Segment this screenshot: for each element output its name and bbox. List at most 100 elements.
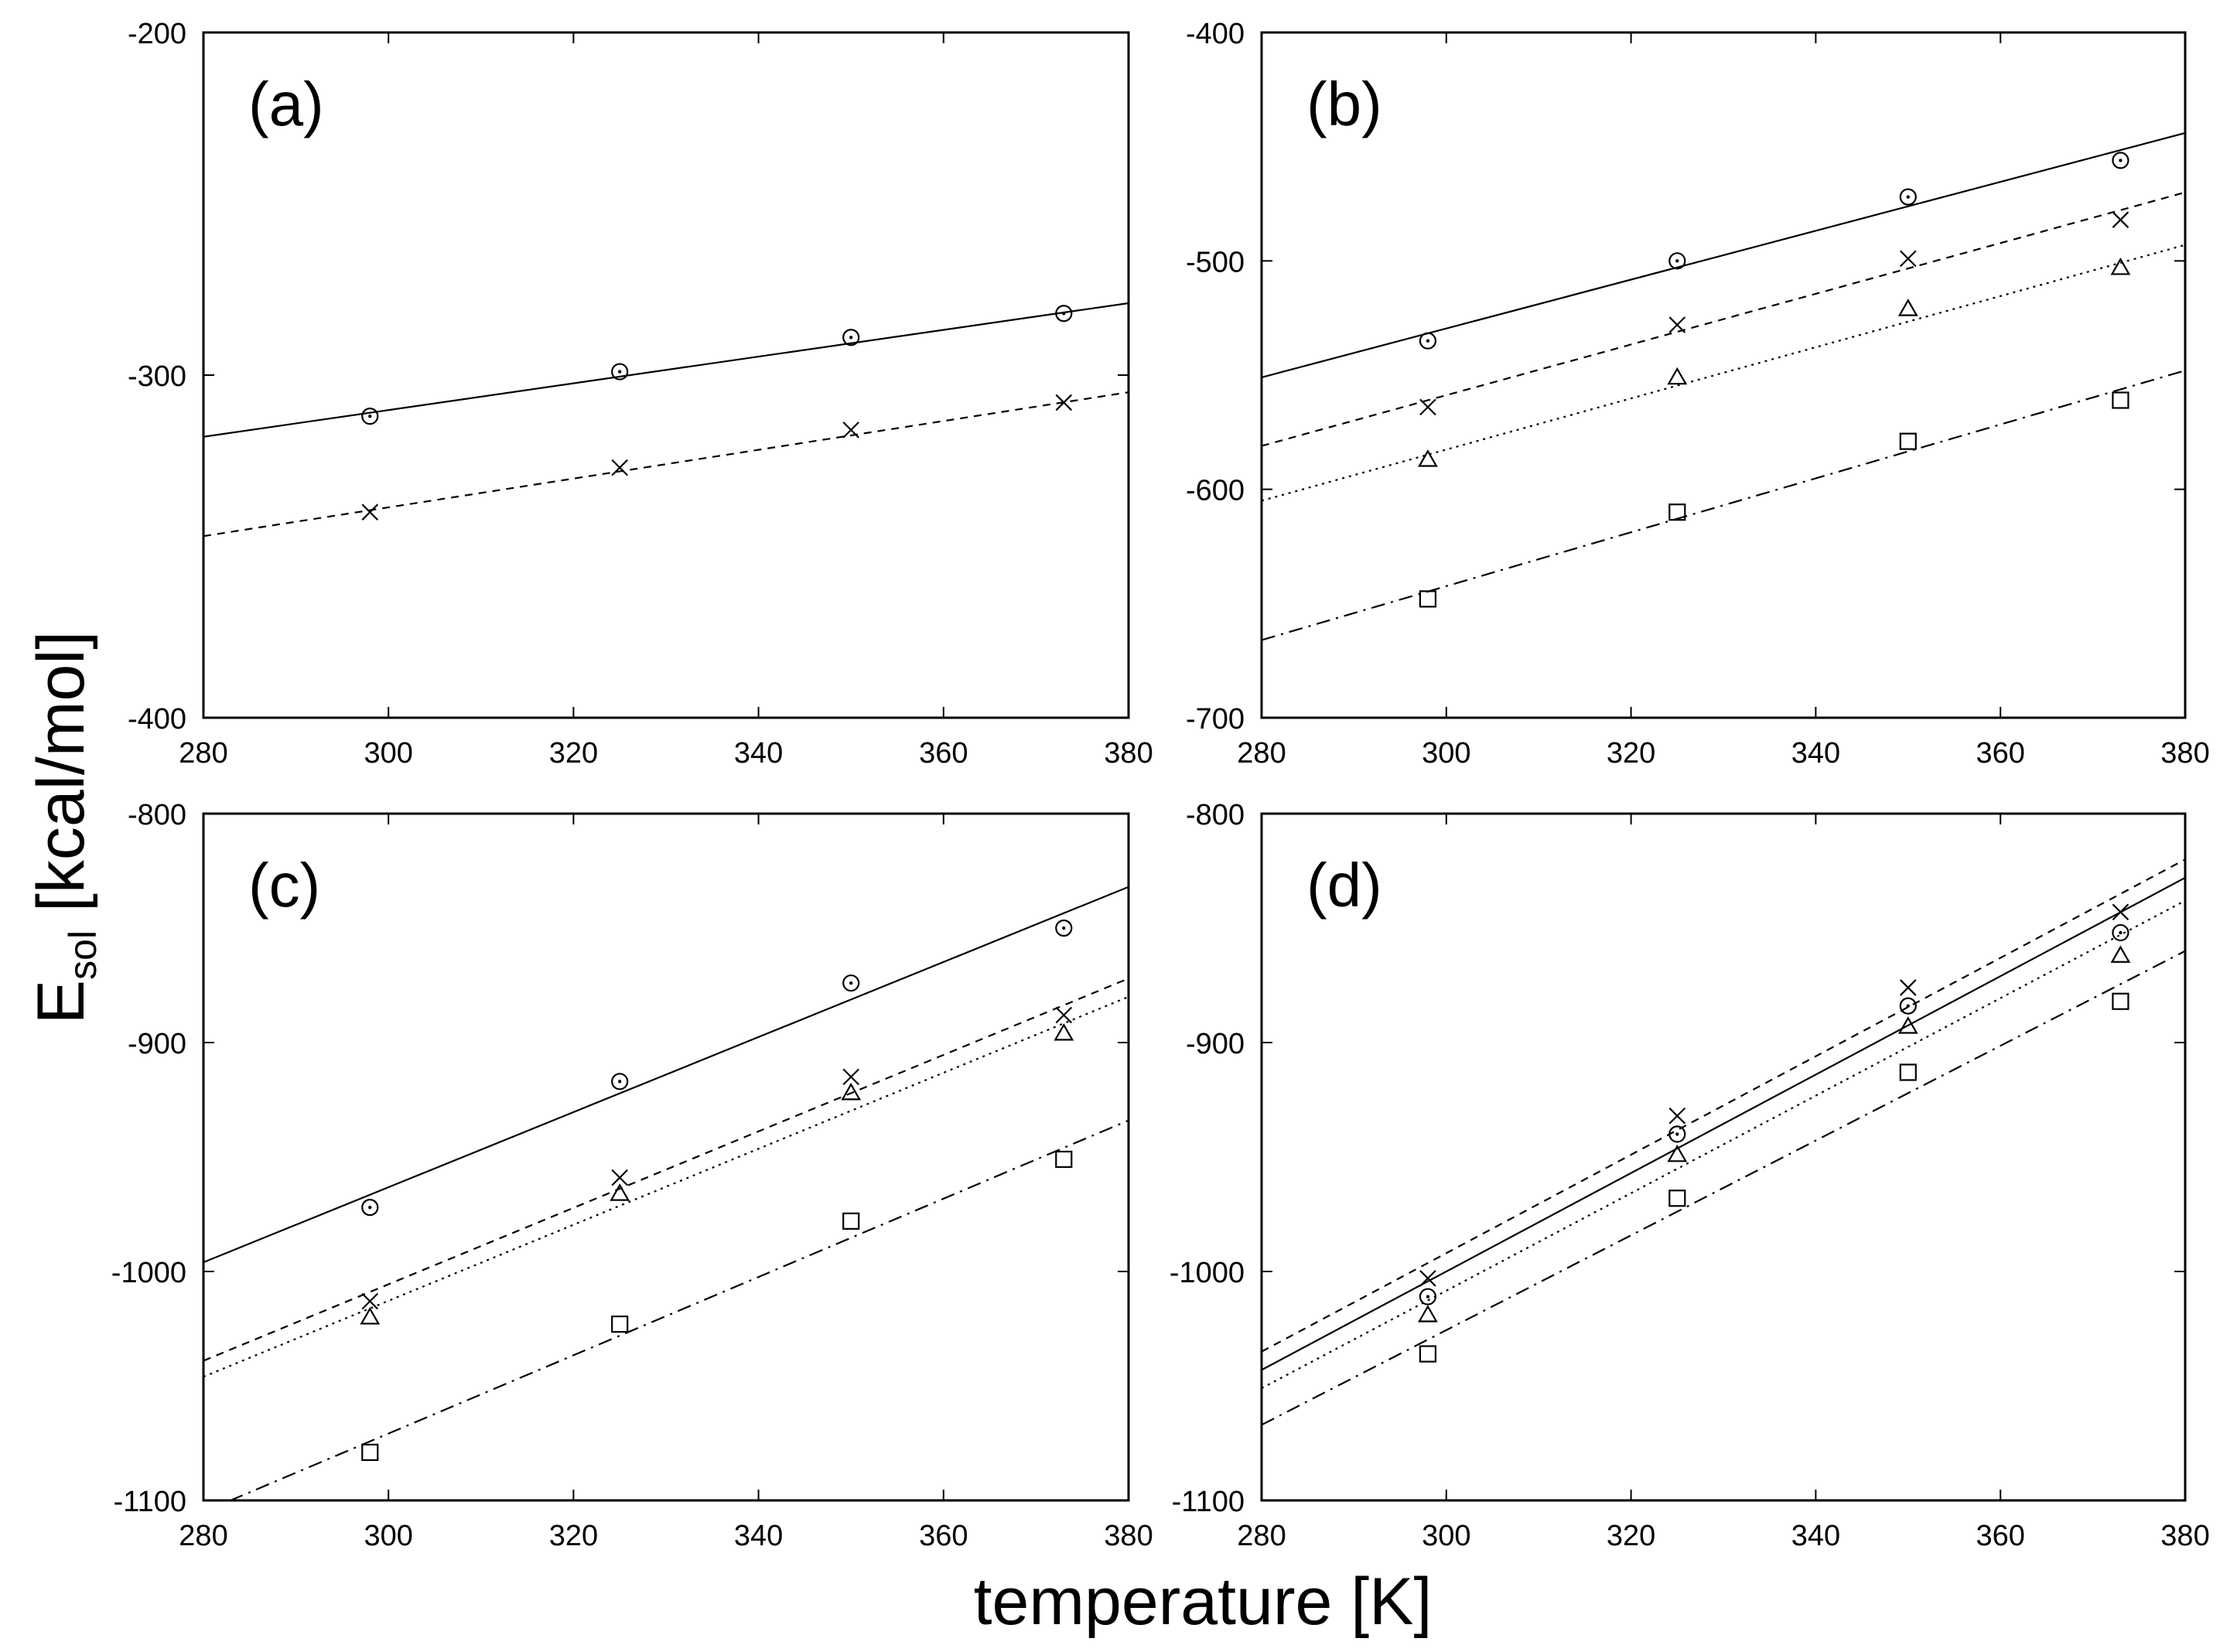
marker-square bbox=[1055, 1150, 1073, 1169]
marker-circle-dot bbox=[368, 1205, 372, 1210]
marker-triangle bbox=[1054, 1022, 1074, 1041]
x-tick-label: 340 bbox=[1791, 737, 1840, 770]
y-axis-title: Esol [kcal/mol] bbox=[24, 631, 104, 1024]
marker-circle bbox=[361, 1199, 379, 1217]
marker-circle-dot bbox=[1426, 339, 1430, 343]
y-tick-label: -1000 bbox=[1170, 1257, 1245, 1289]
series-line-solid bbox=[203, 886, 1129, 1264]
series-line-dotted bbox=[203, 995, 1129, 1378]
y-tick-label: -300 bbox=[128, 360, 186, 393]
marker-square bbox=[1419, 1345, 1437, 1363]
marker-circle-dot bbox=[1062, 312, 1066, 316]
marker-square bbox=[842, 1212, 860, 1230]
marker-circle bbox=[1668, 252, 1686, 270]
marker-square bbox=[611, 1315, 629, 1333]
x-axis-title: temperature [K] bbox=[974, 1565, 1433, 1639]
marker-circle-dot bbox=[1062, 926, 1066, 930]
plot-frame bbox=[202, 31, 1130, 719]
series-line-solid bbox=[1262, 131, 2185, 379]
marker-square bbox=[361, 1443, 379, 1461]
y-tick-label: -600 bbox=[1186, 475, 1245, 507]
marker-cross bbox=[1900, 250, 1917, 268]
marker-circle bbox=[1899, 188, 1917, 206]
marker-square bbox=[1668, 503, 1686, 521]
marker-cross bbox=[1668, 1107, 1686, 1125]
marker-circle-dot bbox=[1906, 1004, 1910, 1008]
x-tick-label: 380 bbox=[1104, 1520, 1153, 1552]
y-tick-label: -1100 bbox=[1172, 1486, 1245, 1518]
y-tick-label: -800 bbox=[1186, 799, 1245, 831]
x-tick-label: 340 bbox=[1791, 1520, 1840, 1552]
marker-square bbox=[1899, 432, 1917, 450]
x-tick-label: 320 bbox=[549, 1520, 598, 1552]
marker-circle bbox=[361, 408, 379, 425]
marker-square bbox=[1668, 1190, 1686, 1207]
marker-cross bbox=[1900, 979, 1917, 996]
marker-cross bbox=[1055, 1006, 1073, 1024]
marker-triangle bbox=[1418, 449, 1438, 467]
marker-triangle bbox=[1897, 1016, 1918, 1034]
marker-cross bbox=[1668, 316, 1686, 333]
marker-circle bbox=[1899, 997, 1917, 1015]
marker-circle-dot bbox=[1906, 195, 1910, 199]
series-line-dashed bbox=[1262, 858, 2185, 1353]
marker-circle-dot bbox=[1426, 1295, 1430, 1299]
marker-circle-dot bbox=[1675, 1132, 1679, 1136]
x-tick-label: 300 bbox=[364, 1520, 412, 1552]
panel-label: (c) bbox=[248, 851, 320, 920]
y-tick-label: -900 bbox=[128, 1028, 186, 1060]
series-line-dashed bbox=[203, 391, 1129, 538]
x-tick-label: 360 bbox=[919, 737, 968, 770]
y-axis-title-sub: sol bbox=[61, 930, 104, 980]
series-line-dashdot bbox=[1262, 370, 2185, 641]
panel-b: 280 300 320 340 360 380 -700 -600 -500 -400 (b) bbox=[1186, 18, 2210, 770]
marker-cross bbox=[611, 1169, 628, 1186]
x-tick-label: 280 bbox=[179, 737, 227, 770]
plot-frame bbox=[1260, 812, 2187, 1502]
marker-circle-dot bbox=[2119, 159, 2123, 162]
marker-triangle bbox=[360, 1306, 381, 1325]
y-tick-label: -400 bbox=[128, 703, 186, 736]
x-tick-label: 280 bbox=[179, 1520, 227, 1552]
series-line-dashed bbox=[203, 978, 1129, 1362]
y-tick-label: -800 bbox=[128, 799, 186, 831]
panel-a: 280 300 320 340 360 380 -400 -300 -200 (a) bbox=[128, 18, 1153, 770]
marker-triangle bbox=[1667, 367, 1688, 385]
x-tick-label: 300 bbox=[364, 737, 412, 770]
series-line-solid bbox=[1262, 876, 2185, 1371]
marker-square bbox=[2112, 992, 2129, 1010]
y-tick-label: -400 bbox=[1186, 18, 1245, 50]
marker-circle bbox=[1055, 919, 1073, 937]
marker-circle bbox=[611, 363, 629, 381]
marker-circle bbox=[2112, 152, 2129, 169]
x-tick-label: 360 bbox=[1976, 737, 2024, 770]
marker-circle bbox=[842, 329, 860, 346]
x-tick-label: 380 bbox=[2160, 1520, 2209, 1552]
marker-circle bbox=[842, 974, 860, 992]
marker-circle bbox=[611, 1073, 629, 1091]
marker-square bbox=[1899, 1063, 1917, 1081]
panel-d: 280 300 320 340 360 380 -1100 -1000 -900 -800 (d) bbox=[1170, 799, 2210, 1552]
marker-circle-dot bbox=[618, 1080, 622, 1084]
y-tick-label: -700 bbox=[1186, 703, 1245, 736]
marker-triangle bbox=[1667, 1144, 1688, 1162]
y-tick-label: -500 bbox=[1186, 246, 1245, 278]
marker-cross bbox=[361, 503, 379, 521]
marker-cross bbox=[1419, 398, 1436, 416]
y-axis-title-main: E bbox=[24, 980, 98, 1024]
x-tick-label: 300 bbox=[1422, 1520, 1470, 1552]
plot-frame bbox=[202, 812, 1130, 1502]
x-tick-label: 280 bbox=[1237, 737, 1286, 770]
marker-circle bbox=[1419, 332, 1437, 350]
marker-cross bbox=[611, 459, 628, 476]
y-axis-title-rest: [kcal/mol] bbox=[24, 631, 98, 930]
x-tick-label: 320 bbox=[1607, 1520, 1655, 1552]
marker-circle-dot bbox=[849, 981, 853, 985]
x-tick-label: 380 bbox=[1104, 737, 1153, 770]
marker-cross bbox=[1419, 1270, 1436, 1287]
marker-circle-dot bbox=[618, 370, 622, 374]
marker-triangle bbox=[1897, 299, 1918, 316]
marker-circle bbox=[1055, 305, 1073, 323]
y-tick-label: -1000 bbox=[111, 1257, 186, 1289]
